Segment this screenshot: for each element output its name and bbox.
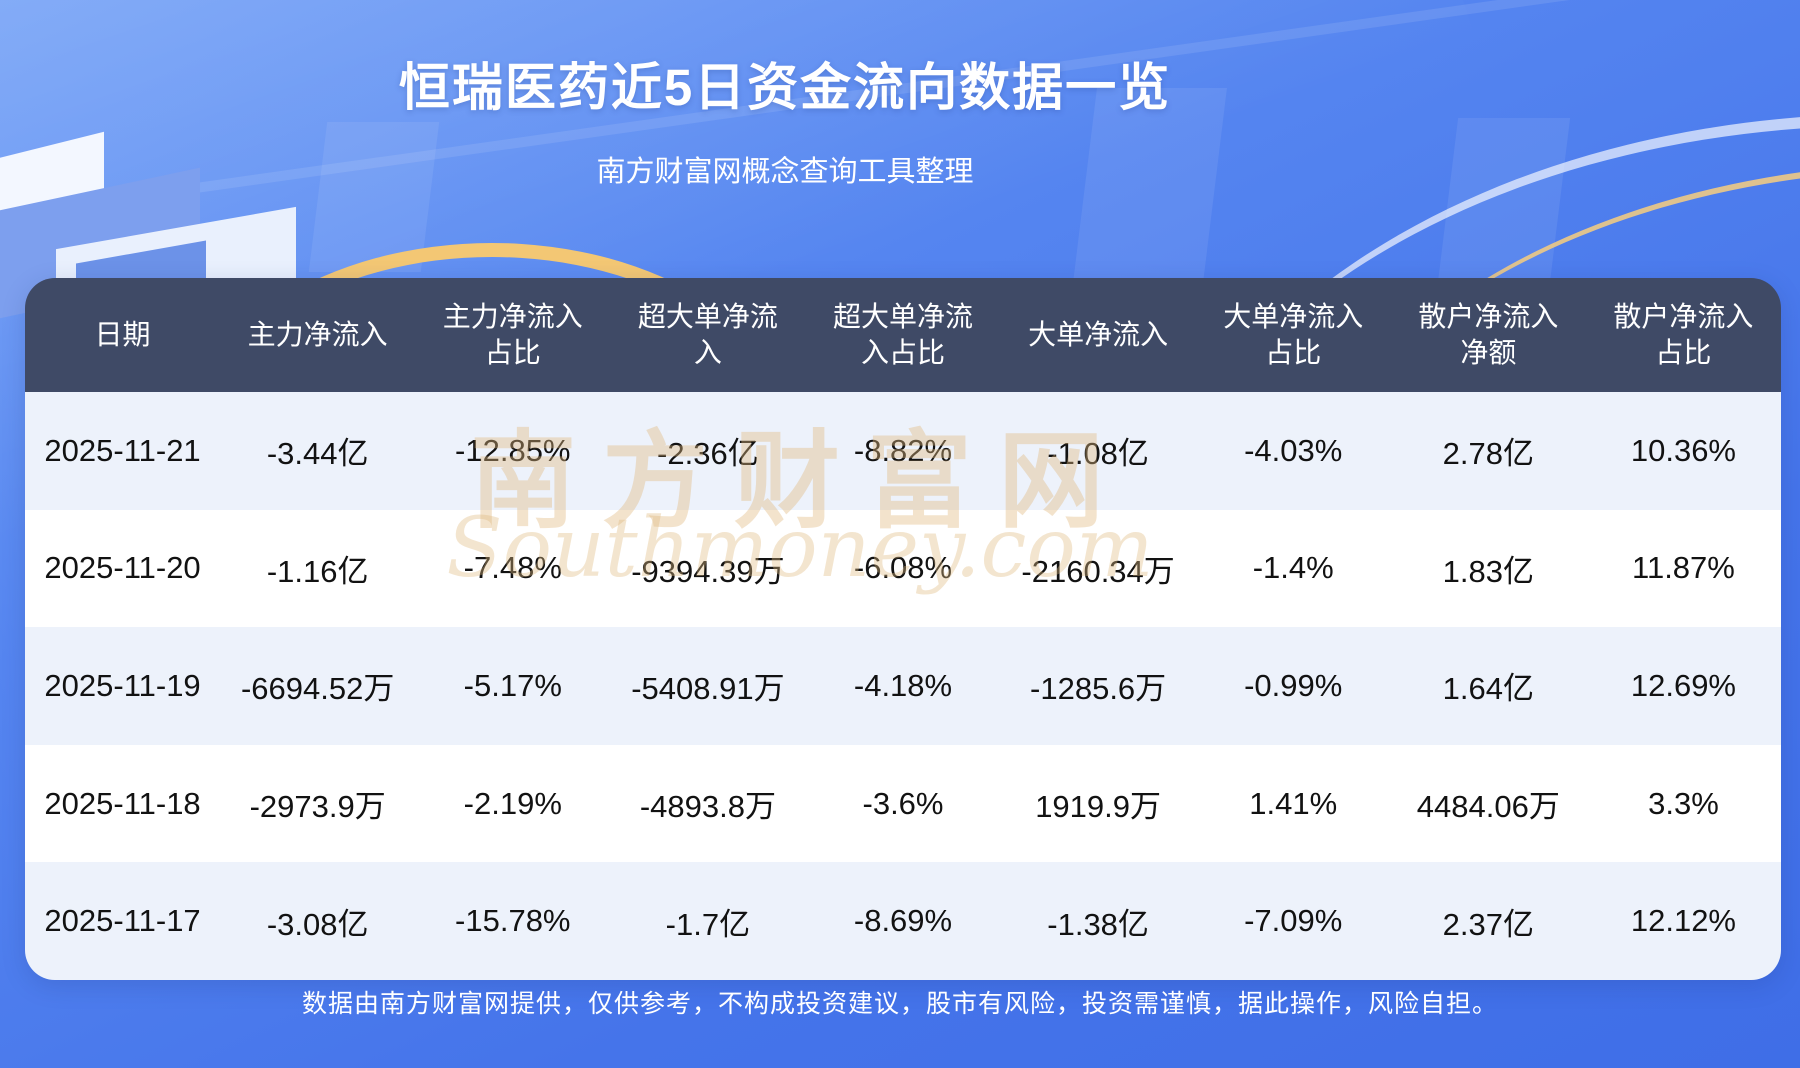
table-cell: -2.36亿 — [657, 436, 759, 472]
table-cell: 2.37亿 — [1442, 906, 1534, 942]
table-cell: -4893.8万 — [639, 789, 776, 825]
table-cell: -15.78% — [455, 903, 571, 939]
table-cell: -2160.34万 — [1021, 553, 1175, 589]
table-row: 2025-11-20 -1.16亿 -7.48% -9394.39万 -6.08… — [25, 509, 1781, 628]
table-cell: 12.69% — [1630, 667, 1736, 703]
table-cell: -8.69% — [853, 903, 953, 939]
table-cell: 2025-11-18 — [44, 785, 201, 821]
table-cell: 2025-11-19 — [44, 667, 201, 703]
table-row: 2025-11-19 -6694.52万 -5.17% -5408.91万 -4… — [25, 627, 1781, 745]
col-header-xl-order-net-inflow-pct: 超大单净流 入占比 — [832, 300, 973, 368]
table-cell: -1.16亿 — [266, 553, 369, 589]
table-cell: -3.6% — [862, 785, 944, 821]
table-cell: -4.18% — [853, 667, 953, 703]
table-cell: -7.48% — [463, 550, 562, 586]
table-header-row: 日期 主力净流入 主力净流入 占比 超大单净流 入 超大单净流 入占比 大单净流… — [25, 278, 1781, 392]
page-title: 恒瑞医药近5日资金流向数据一览 — [398, 59, 1172, 116]
table-row: 2025-11-17 -3.08亿 -15.78% -1.7亿 -8.69% -… — [25, 862, 1781, 980]
table-cell: 1919.9万 — [1035, 789, 1162, 825]
table-cell: -9394.39万 — [631, 553, 785, 589]
table-cell: -4.03% — [1244, 432, 1343, 468]
col-header-retail-net-inflow-pct: 散户净流入 占比 — [1613, 300, 1754, 368]
table-cell: 4484.06万 — [1416, 789, 1560, 825]
table-cell: -8.82% — [853, 432, 953, 468]
col-header-xl-order-net-inflow: 超大单净流 入 — [637, 300, 778, 368]
table-cell: -0.99% — [1244, 667, 1343, 703]
table-cell: 11.87% — [1632, 550, 1735, 586]
table-cell: 1.41% — [1249, 785, 1338, 821]
table-cell: -6694.52万 — [240, 671, 395, 707]
table-cell: -5408.91万 — [631, 671, 785, 707]
col-header-large-order-net-inflow-pct: 大单净流入 占比 — [1223, 300, 1364, 368]
table-cell: -1.4% — [1252, 550, 1334, 586]
table-cell: -3.08亿 — [266, 906, 369, 942]
page-subtitle: 南方财富网概念查询工具整理 — [596, 156, 974, 188]
table-cell: -3.44亿 — [266, 436, 369, 472]
table-cell: 3.3% — [1648, 785, 1719, 821]
table-cell: 2.78亿 — [1442, 436, 1534, 472]
col-header-retail-net-inflow: 散户净流入 净额 — [1418, 300, 1559, 368]
table-cell: 1.64亿 — [1442, 671, 1534, 707]
table-cell: -6.08% — [853, 550, 953, 586]
table-cell: -7.09% — [1244, 903, 1343, 939]
table-row: 2025-11-21 -3.44亿 -12.85% -2.36亿 -8.82% … — [25, 392, 1781, 510]
table-cell: 2025-11-21 — [44, 432, 201, 468]
footer-disclaimer: 数据由南方财富网提供，仅供参考，不构成投资建议，股市有风险，投资需谨慎，据此操作… — [301, 990, 1498, 1018]
col-header-main-net-inflow: 主力净流入 — [247, 318, 388, 350]
table-cell: -1.08亿 — [1047, 436, 1149, 472]
table-cell: -1285.6万 — [1030, 671, 1167, 707]
table-cell: -12.85% — [455, 432, 571, 468]
table-cell: 10.36% — [1630, 432, 1736, 468]
table-cell: -2973.9万 — [249, 789, 386, 825]
fund-flow-table: 日期 主力净流入 主力净流入 占比 超大单净流 入 超大单净流 入占比 大单净流… — [25, 278, 1781, 980]
col-header-date: 日期 — [94, 318, 151, 350]
table-cell: 12.12% — [1630, 903, 1736, 939]
table-cell: 1.83亿 — [1442, 553, 1534, 589]
table-cell: -2.19% — [463, 785, 562, 821]
table-cell: 2025-11-20 — [44, 550, 201, 586]
col-header-large-order-net-inflow: 大单净流入 — [1028, 318, 1169, 350]
table-cell: -1.38亿 — [1047, 906, 1149, 942]
table-cell: -1.7亿 — [665, 906, 751, 942]
table-cell: -5.17% — [463, 667, 562, 703]
table-cell: 2025-11-17 — [44, 903, 201, 939]
col-header-main-net-inflow-pct: 主力净流入 占比 — [442, 300, 583, 368]
table-row: 2025-11-18 -2973.9万 -2.19% -4893.8万 -3.6… — [25, 744, 1781, 863]
